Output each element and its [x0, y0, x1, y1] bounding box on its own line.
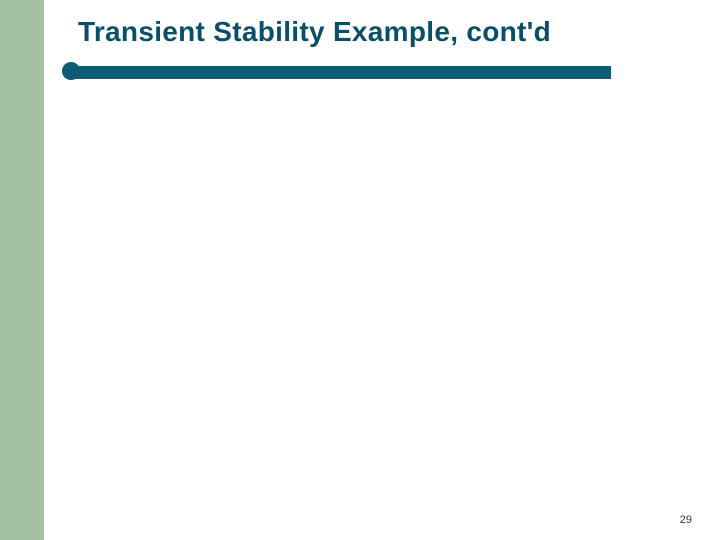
underline-bar — [71, 66, 611, 79]
page-number: 29 — [680, 514, 692, 526]
left-sidebar — [0, 0, 44, 540]
title-underline — [62, 58, 612, 82]
slide-title: Transient Stability Example, cont'd — [78, 16, 551, 48]
